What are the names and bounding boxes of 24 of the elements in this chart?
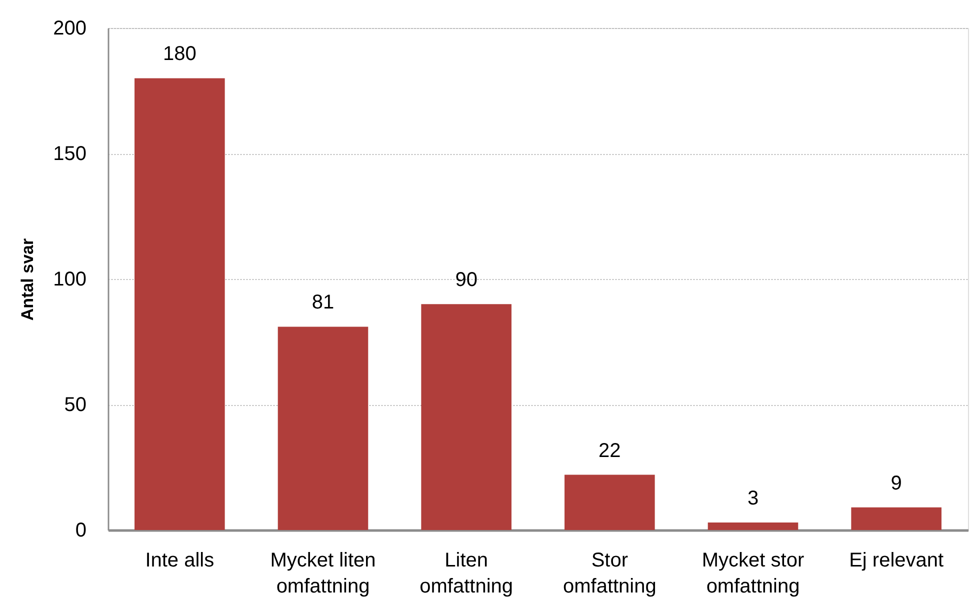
x-tick-label: Ej relevant (849, 550, 944, 572)
y-tick-label: 200 (53, 18, 86, 40)
bar (421, 304, 512, 530)
y-tick-label: 100 (53, 268, 86, 290)
data-label: 3 (747, 487, 759, 510)
bar (851, 507, 942, 530)
bar (278, 326, 368, 530)
data-label: 22 (598, 440, 621, 462)
bar (708, 522, 798, 530)
x-tick-label: Liten omfattning (420, 550, 514, 598)
y-axis-title: Antal svar (18, 238, 38, 321)
x-tick-label: Stor omfattning (562, 550, 656, 598)
data-label: 90 (455, 269, 478, 292)
x-tick-label: Inte alls (145, 550, 214, 572)
bar (564, 474, 655, 530)
bar (134, 78, 225, 530)
data-label: 81 (312, 292, 334, 314)
data-label: 180 (162, 43, 196, 66)
y-tick-label: 150 (53, 143, 86, 165)
y-tick-label: 50 (64, 394, 86, 416)
y-tick-label: 0 (75, 520, 86, 542)
x-tick-label: Mycket liten omfattning (270, 550, 376, 598)
data-label: 9 (890, 472, 902, 494)
x-tick-label: Mycket stor omfattning (702, 550, 804, 598)
